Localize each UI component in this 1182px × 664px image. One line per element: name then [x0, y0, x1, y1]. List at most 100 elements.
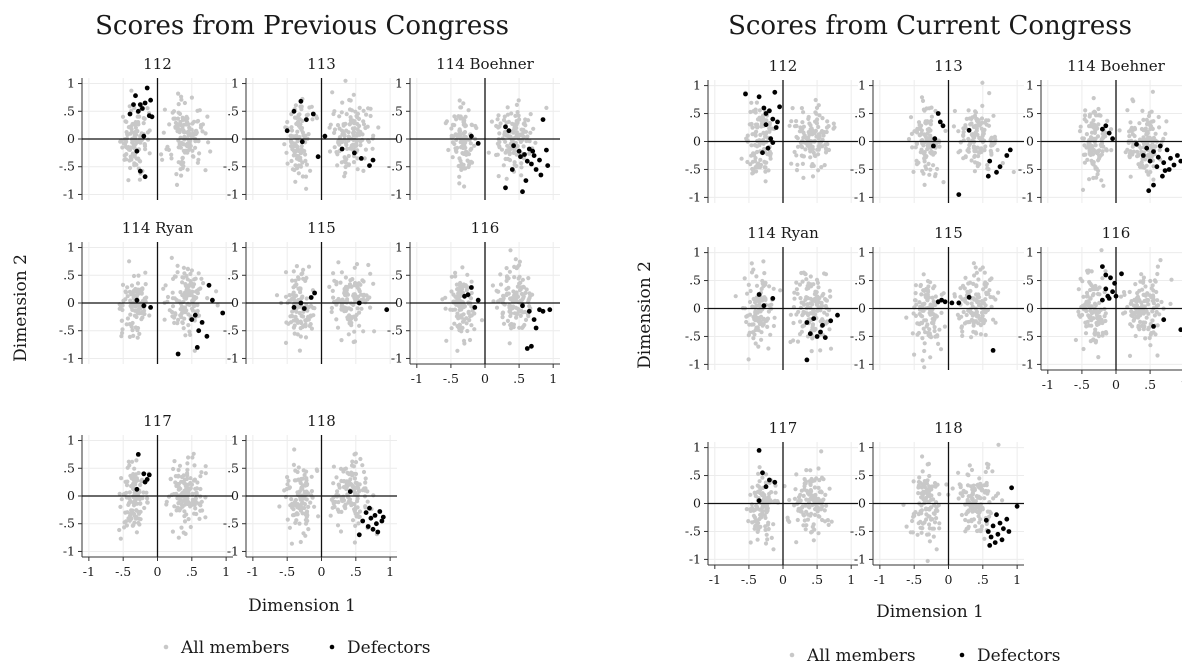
member-point [975, 132, 980, 137]
member-point [134, 314, 139, 320]
defector-point [1151, 324, 1156, 329]
member-point [916, 479, 922, 485]
member-point [810, 336, 815, 341]
member-point [1088, 287, 1093, 293]
member-point [287, 293, 292, 298]
member-point [796, 309, 801, 314]
defector-point [220, 310, 226, 316]
member-point [195, 160, 200, 165]
defector-point [985, 529, 991, 534]
member-point [1097, 292, 1102, 297]
member-point [971, 281, 976, 286]
member-point [450, 155, 455, 160]
defector-point [347, 489, 353, 494]
member-point [1076, 309, 1081, 314]
member-point [123, 519, 129, 524]
member-point [922, 365, 927, 370]
member-point [128, 298, 133, 303]
member-point [469, 304, 474, 309]
defector-point [1001, 526, 1006, 532]
member-point [141, 116, 146, 121]
member-point [501, 118, 507, 123]
member-point [950, 486, 955, 491]
member-point [190, 499, 196, 504]
member-point [1094, 175, 1099, 180]
member-point [976, 277, 981, 282]
member-point [986, 123, 992, 128]
member-point [340, 100, 345, 105]
member-point [1091, 291, 1096, 297]
member-point [490, 283, 495, 288]
legend-all-members-marker [163, 644, 169, 650]
member-point [360, 463, 365, 468]
member-point [464, 321, 469, 326]
member-point [917, 475, 922, 480]
member-point [338, 280, 343, 285]
x-axis-title-previous: Dimension 1 [248, 596, 356, 616]
defector-point [503, 124, 508, 130]
member-point [1076, 287, 1081, 292]
member-point [1103, 318, 1108, 324]
member-point [794, 134, 799, 140]
member-point [294, 309, 299, 314]
member-point [348, 115, 353, 120]
member-point [760, 475, 765, 480]
member-point [922, 341, 927, 346]
member-point [136, 520, 141, 526]
member-point [198, 474, 203, 479]
member-point [511, 150, 516, 155]
x-tick-label: 1 [386, 564, 394, 579]
member-point [339, 110, 344, 115]
x-tick-label: .5 [977, 572, 989, 587]
member-point [931, 299, 936, 304]
member-point [1136, 297, 1141, 302]
member-point [121, 298, 126, 303]
member-point [987, 277, 993, 283]
defector-point [134, 148, 140, 154]
member-point [757, 108, 762, 113]
member-point [929, 312, 934, 317]
member-point [913, 313, 919, 318]
member-point [288, 314, 293, 319]
member-point [806, 504, 811, 509]
member-point [295, 129, 300, 134]
member-point [1141, 117, 1146, 122]
member-point [200, 129, 205, 134]
x-tick-label: .5 [513, 371, 525, 386]
member-point [1151, 177, 1156, 182]
member-point [824, 298, 829, 303]
member-point [906, 137, 912, 142]
member-point [750, 485, 755, 490]
y-tick-label: 1 [858, 440, 866, 455]
member-point [117, 491, 122, 496]
member-point [798, 492, 803, 497]
member-point [1103, 269, 1108, 274]
member-point [139, 317, 144, 322]
member-point [929, 517, 934, 522]
defector-point [475, 141, 481, 146]
member-point [501, 293, 506, 298]
member-point [919, 123, 924, 128]
member-point [1141, 135, 1146, 140]
member-point [1096, 321, 1101, 326]
member-point [164, 147, 169, 152]
member-point [982, 148, 987, 153]
member-point [508, 248, 513, 253]
member-point [928, 505, 934, 510]
member-point [298, 158, 303, 163]
legend-all-members-label: All members [180, 638, 290, 658]
member-point [461, 312, 466, 317]
member-point [198, 286, 203, 291]
member-point [452, 321, 457, 326]
member-point [357, 123, 362, 129]
member-point [289, 541, 294, 546]
member-point [197, 151, 202, 156]
member-point [301, 483, 306, 488]
defector-point [368, 515, 374, 521]
member-point [507, 341, 512, 346]
member-point [131, 273, 137, 279]
member-point [343, 284, 349, 289]
member-point [338, 466, 344, 471]
member-point [1141, 275, 1146, 280]
